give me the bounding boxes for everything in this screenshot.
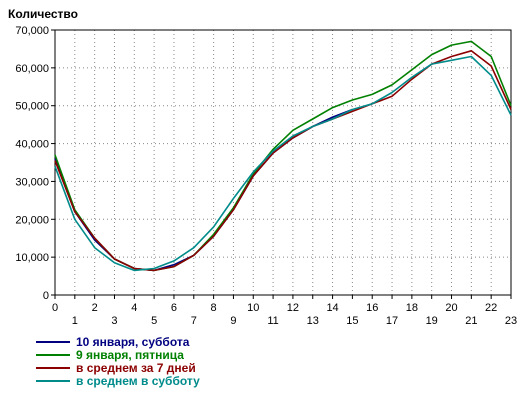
y-tick-label: 50,000 <box>15 101 49 113</box>
x-tick-label: 15 <box>346 315 358 327</box>
x-tick-label: 1 <box>72 315 78 327</box>
series-line-3 <box>54 50 512 272</box>
x-tick-label: 14 <box>326 302 338 314</box>
plot-area-border <box>54 29 512 296</box>
x-tick-label: 17 <box>386 315 398 327</box>
x-tick-label: 7 <box>191 315 197 327</box>
y-tick-label: 40,000 <box>15 139 49 151</box>
x-tick-label: 21 <box>465 315 477 327</box>
x-tick-label: 18 <box>406 302 418 314</box>
legend-label-2: 9 января, пятница <box>76 348 184 362</box>
x-tick-label: 13 <box>307 315 319 327</box>
y-tick-label: 20,000 <box>15 214 49 226</box>
series-lines <box>54 40 512 272</box>
legend-label-1: 10 января, суббота <box>76 335 190 349</box>
x-tick-label: 2 <box>92 302 98 314</box>
x-tick-label: 19 <box>426 315 438 327</box>
axes: 0123456789101112131415161718192021222301… <box>15 25 517 327</box>
x-tick-label: 12 <box>287 302 299 314</box>
y-tick-label: 10,000 <box>15 252 49 264</box>
x-tick-label: 9 <box>230 315 236 327</box>
y-tick-label: 70,000 <box>15 25 49 37</box>
y-tick-label: 0 <box>43 290 49 302</box>
series-line-4 <box>54 55 512 272</box>
x-tick-label: 23 <box>505 315 517 327</box>
series-line-2 <box>54 40 512 272</box>
x-tick-label: 11 <box>267 315 278 327</box>
x-tick-label: 20 <box>445 302 457 314</box>
x-tick-label: 6 <box>171 302 177 314</box>
x-tick-label: 4 <box>131 302 137 314</box>
x-tick-label: 16 <box>366 302 378 314</box>
x-tick-label: 3 <box>111 315 117 327</box>
x-tick-label: 10 <box>247 302 259 314</box>
x-tick-label: 22 <box>485 302 497 314</box>
grid <box>55 30 511 295</box>
x-tick-label: 8 <box>211 302 217 314</box>
x-tick-label: 0 <box>52 302 58 314</box>
legend-label-3: в среднем за 7 дней <box>76 361 196 375</box>
y-tick-label: 30,000 <box>15 176 49 188</box>
y-tick-label: 60,000 <box>15 63 49 75</box>
chart-title: Количество <box>8 7 78 21</box>
x-tick-label: 5 <box>151 315 157 327</box>
legend-label-4: в среднем в субботу <box>76 374 200 388</box>
